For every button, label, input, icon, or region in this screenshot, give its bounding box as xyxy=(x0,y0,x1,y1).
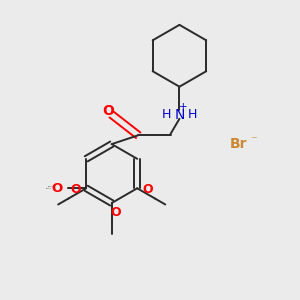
Text: H: H xyxy=(188,108,197,121)
Text: +: + xyxy=(179,102,188,112)
Text: O: O xyxy=(52,182,63,195)
Text: O: O xyxy=(142,183,153,196)
Text: methoxy: methoxy xyxy=(46,188,52,189)
Text: ⁻: ⁻ xyxy=(250,135,257,148)
Text: O: O xyxy=(70,183,81,196)
Text: O: O xyxy=(102,104,114,118)
Text: O: O xyxy=(111,206,122,219)
Text: Br: Br xyxy=(230,137,247,151)
Text: N: N xyxy=(174,108,184,122)
Text: H: H xyxy=(161,108,171,121)
Text: methoxy: methoxy xyxy=(48,186,54,188)
